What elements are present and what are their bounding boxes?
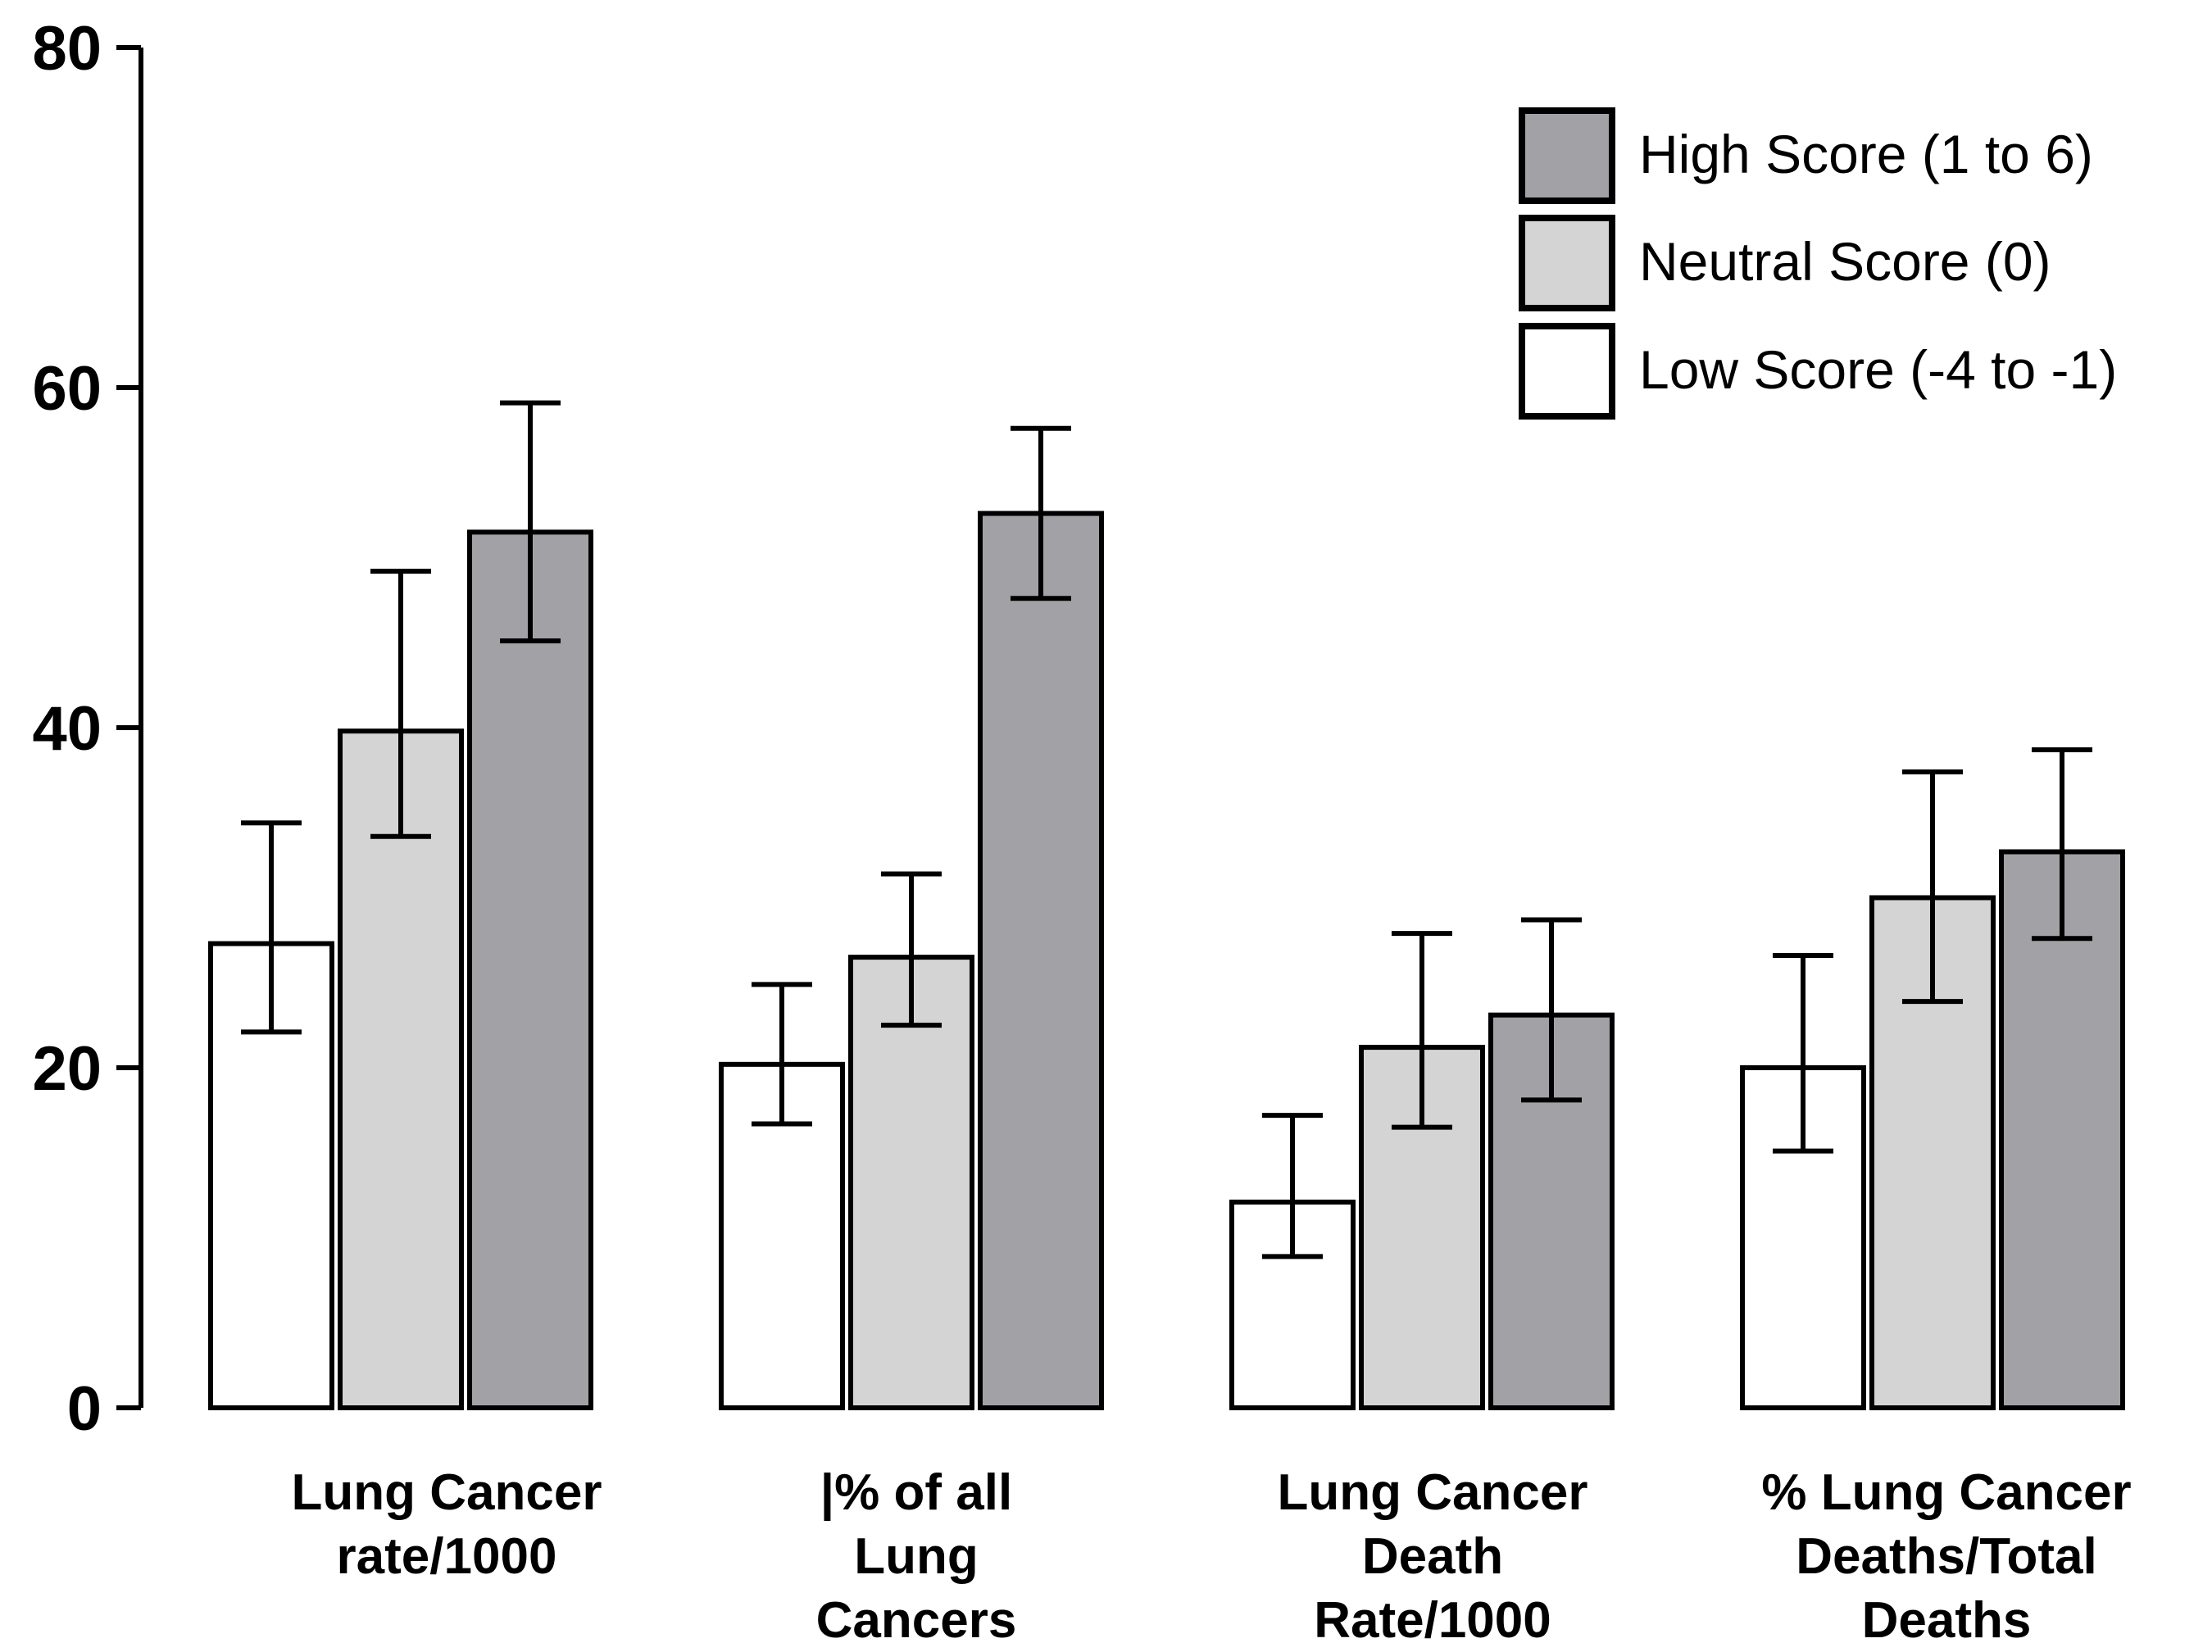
category-labels: Lung Cancer rate/1000 |% of all Lung Cancers… [292,1464,2132,1649]
bar [1999,849,2125,1410]
legend-label: High Score (1 to 6) [1639,124,2093,184]
legend-entry: High Score (1 to 6) [1519,107,2093,204]
error-bar [881,871,942,1028]
error-bar [2032,747,2092,942]
error-bar [1011,425,1071,601]
error-bar [1521,917,1582,1103]
error-bar [1262,1113,1323,1259]
bar [848,955,974,1410]
y-tick-label: 0 [67,1374,102,1444]
category-label: |% of all Lung Cancers [816,1464,1017,1649]
legend-entry: Neutral Score (0) [1519,215,2051,311]
bar [978,511,1104,1410]
error-bar [370,569,431,839]
error-bar [1773,953,1833,1154]
legend-label: Low Score (-4 to -1) [1639,339,2117,400]
y-tick-label: 60 [32,354,102,424]
error-bar [1902,769,1963,1005]
legend-swatch [1519,107,1615,204]
y-axis: 0 20 40 60 80 [32,14,143,1444]
error-bar [1392,931,1452,1130]
category-label: Lung Cancer Death Rate/1000 [1278,1464,1588,1649]
legend: High Score (1 to 6) Neutral Score (0) Low … [1519,107,2117,420]
bar [467,529,593,1410]
error-bars [241,400,2092,1259]
bar [338,728,464,1410]
error-bar [241,820,302,1035]
category-label: Lung Cancer rate/1000 [292,1464,602,1585]
legend-swatch [1519,215,1615,311]
y-tick-label: 40 [32,694,102,764]
category-label: % Lung Cancer Deaths/Total Deaths [1761,1464,2131,1649]
y-tick-label: 20 [32,1034,102,1104]
y-tick-label: 80 [32,14,102,84]
legend-swatch [1519,323,1615,420]
error-bar [500,400,561,644]
error-bar [752,982,812,1127]
bars [208,511,2125,1411]
legend-label: Neutral Score (0) [1639,231,2051,292]
legend-entry: Low Score (-4 to -1) [1519,323,2117,420]
